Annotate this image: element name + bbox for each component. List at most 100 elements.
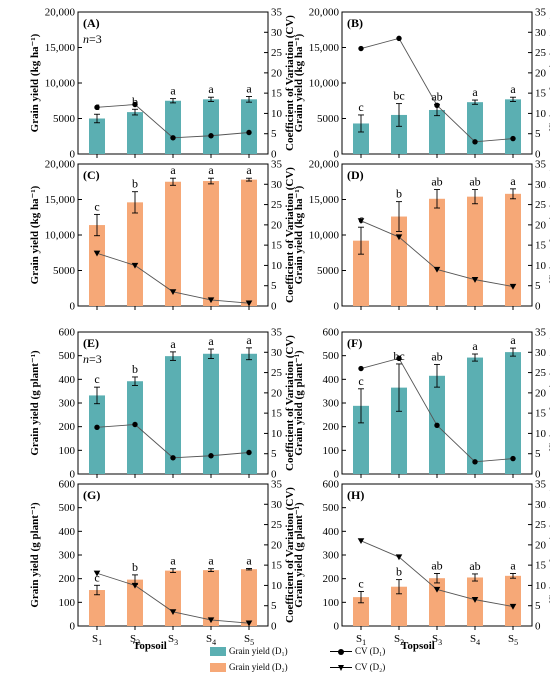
cv-point <box>357 538 365 544</box>
significance-letter: c <box>358 576 363 590</box>
significance-letter: b <box>132 362 138 376</box>
cv-point <box>509 283 517 290</box>
cv-point <box>93 250 101 257</box>
y-tick-label: 100 <box>59 597 76 609</box>
cv-point <box>357 218 365 224</box>
cv-point <box>132 101 138 108</box>
cv-point <box>434 102 440 109</box>
y2-tick-label: 5 <box>271 280 277 292</box>
y2-tick-label: 20 <box>535 387 547 399</box>
y2-tick-label: 0 <box>535 621 541 633</box>
cv-point <box>132 421 138 428</box>
panel-label: (B) <box>347 16 363 30</box>
panel-label: (F) <box>347 336 362 350</box>
y2-tick-label: 25 <box>535 47 547 59</box>
cv-point <box>94 424 100 431</box>
significance-letter: b <box>132 94 138 108</box>
panel-label: (C) <box>83 168 100 182</box>
y-tick-label: 500 <box>59 502 76 514</box>
significance-letter: a <box>246 163 252 177</box>
significance-letter: bc <box>393 89 404 103</box>
bar <box>429 109 445 154</box>
cv-point <box>208 133 214 139</box>
bar <box>127 112 143 154</box>
y-tick-label: 600 <box>59 479 76 491</box>
y2-tick-label: 10 <box>535 260 547 272</box>
cv-point <box>471 277 479 283</box>
significance-letter: ab <box>431 349 442 363</box>
y-tick-label: 0 <box>70 621 76 633</box>
cv-point <box>433 266 441 273</box>
y-tick-label: 10,000 <box>45 230 76 242</box>
triangle-marker-icon <box>337 664 344 671</box>
significance-letter: a <box>246 333 252 347</box>
y2-tick-label: 5 <box>535 600 541 612</box>
y2-tick-label: 10 <box>271 108 283 120</box>
y-axis-title: Grain yield (kg ha⁻¹) <box>293 33 305 132</box>
cv-point <box>131 262 139 269</box>
chart-panel-8: 0 100 200 300 400 500 600 0 5 10 15 20 25 30 35 Grain y… <box>293 479 550 648</box>
y2-tick-label: 35 <box>535 7 547 19</box>
cv-point <box>207 617 215 624</box>
y-tick-label: 5000 <box>53 265 76 277</box>
y-tick-label: 400 <box>59 526 76 538</box>
bar <box>89 118 105 154</box>
cv-point <box>131 582 139 589</box>
y-tick-label: 500 <box>59 350 76 362</box>
significance-letter: c <box>358 100 363 114</box>
panel-label: (E) <box>83 336 99 350</box>
y-tick-label: 400 <box>59 374 76 386</box>
y2-tick-label: 15 <box>535 240 547 252</box>
significance-letter: ab <box>469 559 480 573</box>
y-tick-label: 0 <box>70 301 76 313</box>
legend-line-d1 <box>330 647 352 656</box>
bar <box>203 99 219 154</box>
bar <box>391 387 407 474</box>
y2-axis-title: Coefficient of Variation (CV) <box>284 167 296 303</box>
x-axis-title-right: Topsoil <box>401 640 435 652</box>
y-tick-label: 0 <box>70 149 76 161</box>
bar <box>353 123 369 154</box>
cv-point <box>396 35 402 42</box>
y-tick-label: 0 <box>334 469 340 481</box>
bar <box>165 181 181 306</box>
bar <box>353 597 369 626</box>
y2-tick-label: 15 <box>271 240 283 252</box>
y2-axis-title: Coefficient of Variation (CV) <box>284 335 296 471</box>
cv-point <box>170 135 176 141</box>
y-tick-label: 15,000 <box>45 42 76 54</box>
legend-label-d2-bar: Grain yield (D₂) <box>229 662 288 672</box>
y-axis-title: Grain yield (g plant⁻¹) <box>293 350 305 456</box>
significance-letter: a <box>472 339 478 353</box>
cv-point <box>246 129 252 136</box>
cv-point <box>434 422 440 429</box>
y-tick-label: 200 <box>59 573 76 585</box>
y2-tick-label: 30 <box>535 347 547 359</box>
significance-letter: a <box>208 554 214 568</box>
x-tick-label: S3 <box>432 633 442 647</box>
y-tick-label: 100 <box>323 597 340 609</box>
y2-tick-label: 0 <box>271 301 277 313</box>
significance-letter: ab <box>431 175 442 189</box>
x-tick-label: S2 <box>130 633 140 647</box>
y2-tick-label: 20 <box>535 539 547 551</box>
y2-tick-label: 0 <box>271 621 277 633</box>
significance-letter: a <box>246 81 252 95</box>
y-tick-label: 10,000 <box>309 230 340 242</box>
y2-tick-label: 20 <box>271 219 283 231</box>
bar <box>505 99 521 154</box>
significance-letter: ab <box>431 558 442 572</box>
bar <box>127 579 143 626</box>
bar <box>505 575 521 626</box>
y2-tick-label: 5 <box>535 448 541 460</box>
cv-point <box>245 620 253 627</box>
significance-letter: a <box>170 337 176 351</box>
significance-letter: a <box>208 163 214 177</box>
y2-tick-label: 0 <box>271 149 277 161</box>
bar <box>89 225 105 306</box>
x-tick-label: S2 <box>394 633 404 647</box>
y-tick-label: 300 <box>59 550 76 562</box>
y-tick-label: 0 <box>334 301 340 313</box>
cv-point <box>170 455 176 461</box>
y-tick-label: 300 <box>323 550 340 562</box>
